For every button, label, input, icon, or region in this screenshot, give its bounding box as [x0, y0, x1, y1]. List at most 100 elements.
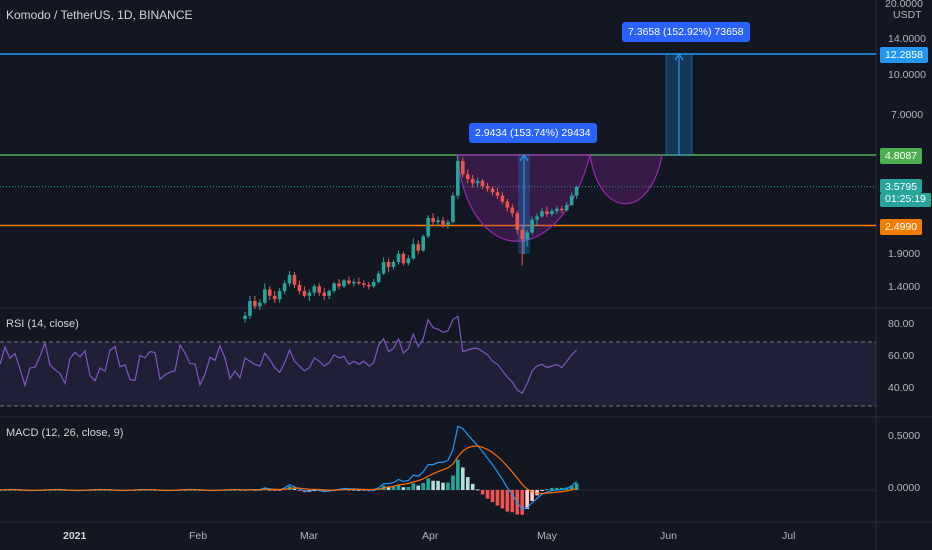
macd-histogram-bar [401, 487, 406, 490]
candle-body [258, 302, 262, 307]
price-axis-top-label: 20.0000 [885, 0, 923, 10]
candle-body [470, 178, 475, 184]
candle-body [376, 273, 381, 282]
candle-body [302, 291, 307, 296]
rsi-label: RSI (14, close) [6, 318, 79, 330]
candle-body [436, 220, 440, 223]
macd-histogram-bar [13, 489, 17, 491]
candle-body [332, 283, 336, 292]
candle-body [406, 258, 411, 264]
candle-body [248, 300, 252, 316]
macd-histogram-bar [470, 483, 475, 490]
macd-histogram-bar [297, 490, 302, 491]
time-label: Jun [660, 530, 677, 542]
candle-body [485, 186, 490, 189]
candle-body [505, 201, 510, 208]
macd-histogram-bar [396, 484, 401, 490]
candle-body [381, 262, 386, 274]
candle-body [352, 281, 356, 284]
candle-body [446, 222, 450, 225]
macd-label: MACD (12, 26, close, 9) [6, 427, 124, 439]
candle-body [362, 283, 366, 285]
candle-body [520, 229, 524, 240]
macd-histogram-bar [490, 490, 495, 503]
macd-histogram-bar [431, 480, 435, 490]
time-label: Feb [189, 530, 208, 542]
macd-histogram-bar [475, 489, 480, 491]
countdown-tag: 01:25:19 [880, 193, 931, 207]
candle-body [461, 160, 465, 175]
macd-histogram-bar [103, 489, 107, 491]
candle-body [421, 236, 425, 251]
macd-histogram-bar [362, 490, 366, 491]
macd-histogram-bar [550, 487, 554, 490]
candle-body [342, 280, 346, 287]
macd-histogram-bar [416, 485, 421, 490]
candle-body [386, 262, 391, 267]
macd-histogram-bar [525, 490, 529, 509]
handle-pattern [589, 154, 663, 205]
candle-body [550, 210, 554, 215]
candle-body [560, 208, 564, 211]
candle-body [490, 188, 495, 193]
macd-histogram-bar [436, 480, 440, 490]
macd-histogram-bar [451, 475, 455, 490]
candle-body [475, 180, 480, 184]
macd-axis-label: 0.5000 [888, 430, 921, 442]
candle-body [416, 244, 421, 251]
candle-body [535, 216, 539, 220]
candle-body [253, 300, 257, 307]
candle-body [555, 208, 559, 211]
macd-histogram-bar [530, 490, 534, 501]
candle-body [545, 211, 549, 215]
candle-body [500, 195, 505, 202]
macd-histogram-bar [411, 483, 416, 490]
macd-histogram-bar [391, 486, 396, 490]
price-axis-label: 1.4000 [888, 281, 921, 293]
rsi-line [0, 315, 578, 395]
candle-body [530, 219, 534, 233]
time-label: 2021 [63, 530, 87, 542]
macd-histogram-bar [480, 490, 485, 495]
candle-body [272, 295, 277, 300]
macd-histogram-bar [510, 490, 515, 513]
measure-arrowhead-lower [519, 153, 529, 162]
macd-histogram-bar [465, 477, 470, 490]
macd-histogram-bar [495, 490, 500, 506]
macd-histogram-bar [540, 490, 544, 491]
macd-histogram-bar [569, 485, 574, 490]
candle-body [574, 186, 579, 196]
macd-histogram-bar [267, 489, 272, 491]
time-label: Jul [782, 530, 796, 542]
macd-histogram-bar [371, 490, 376, 491]
signal-line [0, 445, 577, 495]
green-line-tag: 4.8087 [880, 148, 923, 164]
candle-body [451, 195, 455, 223]
candle-body [327, 291, 331, 296]
candle-body [411, 244, 416, 259]
candle-body [322, 292, 326, 296]
candle-body [282, 283, 287, 292]
candle-body [480, 180, 485, 187]
candle-body [267, 289, 272, 296]
candle-body [337, 283, 341, 287]
candle-body [263, 289, 267, 303]
macd-histogram-bar [574, 483, 579, 490]
candle-body [277, 291, 282, 300]
macd-axis-label: 0.0000 [888, 482, 921, 494]
macd-histogram-bar [505, 490, 510, 512]
macd-histogram-bar [555, 487, 559, 490]
rsi-axis-label: 40.00 [888, 382, 915, 394]
current-price-tag: 3.5795 [880, 179, 923, 193]
price-axis-label: 14.0000 [888, 33, 926, 45]
candle-body [297, 284, 302, 292]
macd-histogram-bar [292, 488, 297, 490]
candle-body [292, 274, 297, 285]
candle-body [307, 292, 312, 296]
measure-arrowhead-upper [674, 52, 684, 61]
candle-body [441, 220, 445, 225]
rsi-axis-label: 60.00 [888, 350, 915, 362]
macd-histogram-bar [500, 490, 505, 509]
price-axis-label: 10.0000 [888, 69, 926, 81]
